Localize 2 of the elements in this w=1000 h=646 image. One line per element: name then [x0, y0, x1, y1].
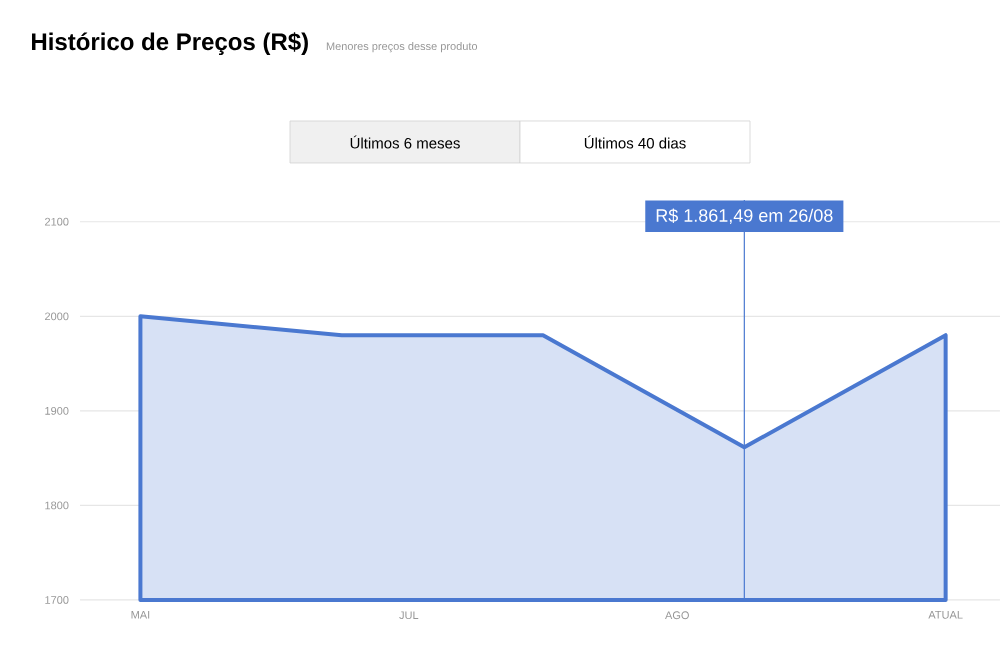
annotation: R$ 1.861,49 em 26/08: [656, 208, 833, 224]
chart-title: Histórico de Preços (R$): [32, 32, 308, 55]
